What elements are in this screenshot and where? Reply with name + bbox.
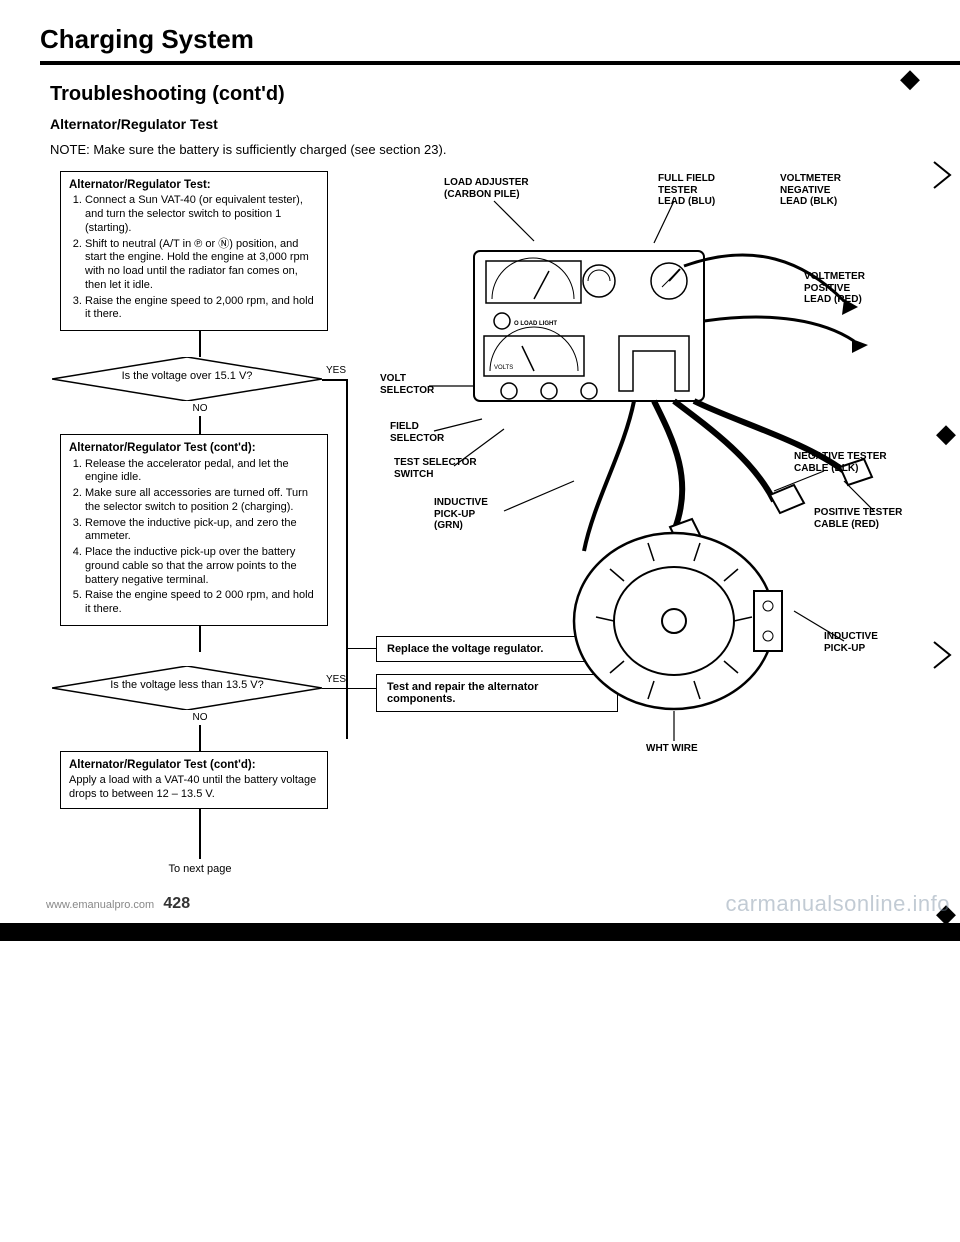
flow-box-2-item: Make sure all accessories are turned off… (85, 487, 319, 515)
subheading: Troubleshooting (cont'd) (50, 83, 890, 106)
label-voltmeter-neg: VOLTMETERNEGATIVELEAD (BLK) (780, 173, 841, 208)
flow-box-1-title: Alternator/Regulator Test: (69, 178, 319, 192)
flow-box-2-item: Raise the engine speed to 2 000 rpm, and… (85, 589, 319, 617)
flow-box-2-title: Alternator/Regulator Test (cont'd): (69, 441, 319, 455)
yes-label: YES (326, 674, 346, 685)
marker-icon: ◆ (936, 418, 956, 448)
watermark: carmanualsonline.info (725, 891, 950, 917)
flow-box-2-item: Place the inductive pick-up over the bat… (85, 546, 319, 587)
label-full-field: FULL FIELDTESTERLEAD (BLU) (658, 173, 715, 208)
decision-2-text: Is the voltage less than 13.5 V? (52, 679, 322, 691)
label-wht-wire: WHT WIRE (646, 743, 698, 755)
flow-box-2-item: Remove the inductive pick-up, and zero t… (85, 517, 319, 545)
flow-box-2-item: Release the accelerator pedal, and let t… (85, 458, 319, 486)
flow-box-1: Alternator/Regulator Test: Connect a Sun… (60, 171, 328, 331)
flow-box-2: Alternator/Regulator Test (cont'd): Rele… (60, 434, 328, 626)
yes-label: YES (326, 365, 346, 376)
label-pos-cable: POSITIVE TESTERCABLE (RED) (814, 507, 902, 530)
flow-box-3-title: Alternator/Regulator Test (cont'd): (69, 758, 319, 772)
no-label: NO (40, 403, 360, 414)
flow-box-1-item: Shift to neutral (A/T in ℗ or Ⓝ) positio… (85, 238, 319, 293)
tester-diagram: O LOAD LIGHT VOLTS (374, 171, 920, 811)
label-field-selector: FIELDSELECTOR (390, 421, 444, 444)
svg-text:O LOAD LIGHT: O LOAD LIGHT (514, 321, 557, 327)
connector (199, 626, 201, 652)
label-inductive-pickup: INDUCTIVEPICK-UP (824, 631, 878, 654)
section-title: Charging System (40, 24, 920, 55)
no-label: NO (40, 712, 360, 723)
flow-box-1-item: Connect a Sun VAT-40 (or equivalent test… (85, 194, 319, 235)
label-neg-cable: NEGATIVE TESTERCABLE (BLK) (794, 451, 887, 474)
decision-2: Is the voltage less than 13.5 V? (52, 666, 322, 710)
flow-box-3-body: Apply a load with a VAT-40 until the bat… (69, 774, 319, 802)
to-next-page: To next page (40, 863, 360, 875)
flow-box-3: Alternator/Regulator Test (cont'd): Appl… (60, 751, 328, 809)
label-voltmeter-pos: VOLTMETERPOSITIVELEAD (RED) (804, 271, 865, 306)
connector (199, 725, 201, 751)
label-volt-selector: VOLTSELECTOR (380, 373, 434, 396)
connector (199, 416, 201, 434)
connector (199, 331, 201, 357)
footer-site: www.emanualpro.com (46, 899, 154, 911)
marker-icon: ◆ (900, 63, 920, 93)
label-inductive-grn: INDUCTIVEPICK-UP(GRN) (434, 497, 488, 532)
label-load-adjuster: LOAD ADJUSTER(CARBON PILE) (444, 177, 529, 200)
decision-1-text: Is the voltage over 15.1 V? (52, 370, 322, 382)
page-number: 428 (163, 895, 190, 912)
svg-text:VOLTS: VOLTS (494, 365, 513, 371)
margin-mark-icon (932, 640, 956, 670)
connector (199, 809, 201, 859)
margin-mark-icon (932, 160, 956, 190)
test-name: Alternator/Regulator Test (50, 116, 890, 132)
flow-box-1-item: Raise the engine speed to 2,000 rpm, and… (85, 295, 319, 323)
bottom-bar (0, 923, 960, 941)
label-test-selector: TEST SELECTORSWITCH (394, 457, 477, 480)
decision-1: Is the voltage over 15.1 V? (52, 357, 322, 401)
flowchart: Alternator/Regulator Test: Connect a Sun… (40, 171, 360, 875)
note: NOTE: Make sure the battery is sufficien… (50, 142, 890, 157)
